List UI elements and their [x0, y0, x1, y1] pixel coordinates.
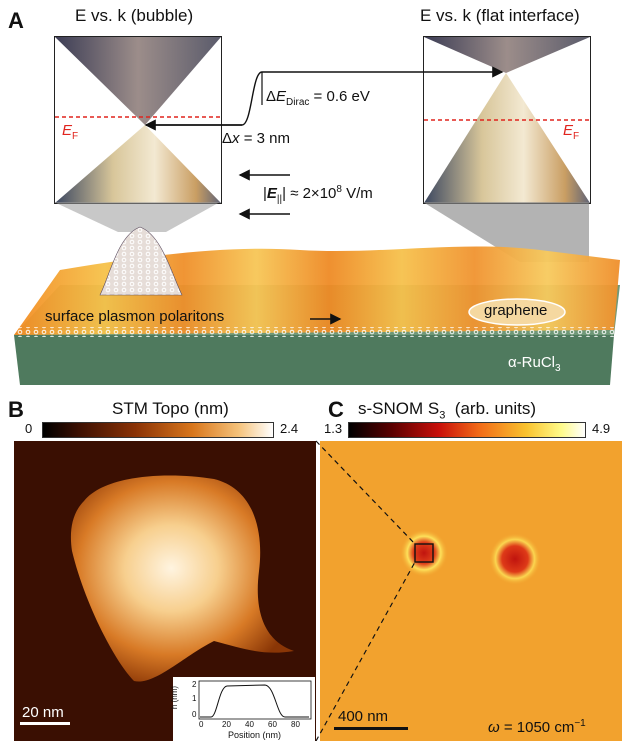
profile-xtick-80: 80 — [291, 720, 300, 729]
ef-left-label: EF — [62, 122, 79, 142]
profile-ytick-1: 1 — [192, 694, 197, 703]
panel-c-title: s-SNOM S3 (arb. units) — [358, 399, 537, 422]
dirac-cone-right — [424, 37, 590, 203]
panel-b-letter: B — [8, 397, 24, 422]
ef-right-label: EF — [563, 122, 580, 142]
omega-label: ω = 1050 cm−1 — [488, 718, 586, 736]
annotation-arrows — [144, 66, 504, 220]
profile-xtick-60: 60 — [268, 720, 277, 729]
panel-b-title: STM Topo (nm) — [112, 399, 229, 418]
profile-ytick-2: 2 — [192, 680, 197, 689]
projection-shading — [54, 202, 589, 262]
profile-xtick-0: 0 — [199, 720, 204, 729]
profile-plot — [198, 680, 312, 720]
profile-inset: h (nm) 2 1 0 0 20 40 60 80 Position (nm) — [170, 677, 315, 741]
profile-xtick-40: 40 — [245, 720, 254, 729]
profile-xlabel: Position (nm) — [228, 730, 282, 740]
snom-scalebar-label: 400 nm — [338, 708, 389, 725]
cone-left-title: E vs. k (bubble) — [75, 6, 194, 25]
snom-scalebar — [334, 727, 408, 730]
delta-e-dirac-label: ΔEDirac = 0.6 eV — [266, 88, 370, 108]
sample-illustration — [14, 226, 620, 385]
snom-colorbar — [348, 422, 586, 438]
panel-a-letter: A — [8, 8, 24, 33]
profile-ytick-0: 0 — [192, 710, 197, 719]
substrate-label: α-RuCl3 — [508, 354, 561, 374]
profile-ylabel: h (nm) — [170, 685, 180, 710]
stm-colorbar — [42, 422, 274, 438]
spp-label: surface plasmon polaritons — [45, 308, 225, 325]
profile-xtick-20: 20 — [222, 720, 231, 729]
stm-cbar-max: 2.4 — [280, 421, 299, 436]
stm-cbar-min: 0 — [25, 421, 33, 436]
dirac-cone-left — [55, 37, 221, 203]
stm-scalebar — [20, 722, 70, 725]
graphene-label: graphene — [484, 302, 548, 319]
snom-cbar-min: 1.3 — [324, 421, 343, 436]
cone-right-title: E vs. k (flat interface) — [420, 6, 580, 25]
cone-right-box — [423, 36, 591, 204]
stm-scalebar-label: 20 nm — [22, 704, 64, 721]
snom-image — [320, 441, 622, 741]
snom-cbar-max: 4.9 — [592, 421, 611, 436]
field-strength-label: |E||| ≈ 2×108 V/m — [263, 184, 373, 205]
panel-c-letter: C — [328, 397, 344, 422]
cone-left-box — [54, 36, 222, 204]
delta-x-label: Δx = 3 nm — [222, 130, 290, 147]
